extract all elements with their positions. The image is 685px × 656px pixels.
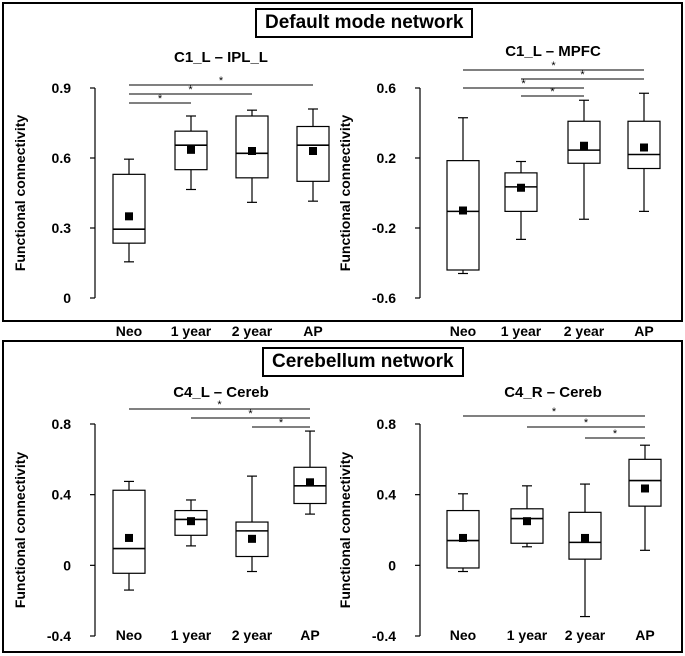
significance-marker: * [613, 428, 618, 440]
box-iqr [504, 172, 538, 212]
y-tick-label: 0.8 [52, 416, 72, 432]
category-label: 2 year [565, 627, 606, 643]
box-mean-marker [187, 145, 195, 154]
box-mean-marker [125, 533, 133, 542]
box-iqr [235, 115, 269, 179]
significance-marker: * [552, 406, 557, 418]
y-tick-label: 0.4 [377, 487, 397, 503]
y-tick-label: -0.4 [372, 628, 396, 644]
y-tick-label: 0.4 [52, 487, 72, 503]
category-label: AP [303, 323, 322, 339]
box-mean-marker [309, 147, 317, 155]
box-mean-marker [523, 517, 531, 526]
chart-title: C1_L – MPFC [505, 43, 601, 60]
y-axis-label: Functional connectivity [12, 115, 28, 272]
y-axis-label: Functional connectivity [337, 115, 353, 272]
category-label: 1 year [171, 627, 212, 643]
box-iqr [510, 508, 544, 544]
box-mean-marker [517, 183, 525, 192]
significance-marker: * [521, 78, 526, 90]
category-label: Neo [450, 627, 476, 643]
significance-marker: * [158, 93, 163, 105]
category-label: AP [635, 627, 654, 643]
y-axis-label: Functional connectivity [12, 452, 28, 609]
y-tick-label: -0.4 [47, 628, 71, 644]
y-axis-label: Functional connectivity [337, 452, 353, 609]
significance-marker: * [188, 84, 193, 96]
chart-title: C4_R – Cereb [504, 384, 602, 401]
chart-title: C4_L – Cereb [173, 384, 269, 401]
chart-title: C1_L – IPL_L [174, 49, 268, 66]
category-label: 1 year [171, 323, 212, 339]
box-mean-marker [641, 484, 649, 493]
y-tick-label: -0.6 [372, 290, 396, 306]
box-mean-marker [640, 143, 648, 152]
category-label: Neo [116, 323, 142, 339]
y-tick-label: 0 [388, 557, 396, 573]
significance-marker: * [580, 69, 585, 81]
category-label: 2 year [232, 323, 273, 339]
box-mean-marker [125, 212, 133, 221]
box-iqr [112, 489, 146, 574]
category-label: Neo [450, 323, 476, 339]
box-mean-marker [580, 141, 588, 150]
category-label: 2 year [232, 627, 273, 643]
significance-marker: * [584, 417, 589, 429]
category-label: 1 year [501, 323, 542, 339]
box-mean-marker [248, 147, 256, 155]
y-tick-label: 0.6 [377, 80, 397, 96]
significance-marker: * [219, 75, 224, 87]
y-tick-label: 0 [63, 557, 71, 573]
y-tick-label: 0.8 [377, 416, 397, 432]
y-tick-label: -0.2 [372, 220, 396, 236]
category-label: 2 year [564, 323, 605, 339]
significance-marker: * [550, 86, 555, 98]
cerebellum-network-title: Cerebellum network [262, 347, 464, 377]
box-mean-marker [187, 517, 195, 526]
y-tick-label: 0.3 [52, 220, 72, 236]
box-mean-marker [459, 533, 467, 542]
box-mean-marker [459, 206, 467, 215]
box-mean-marker [248, 534, 256, 543]
box-mean-marker [306, 478, 314, 487]
category-label: AP [300, 627, 319, 643]
category-label: 1 year [507, 627, 548, 643]
y-tick-label: 0.9 [52, 80, 72, 96]
box-iqr [446, 160, 480, 271]
box-iqr [112, 173, 146, 244]
box-mean-marker [581, 533, 589, 542]
significance-marker: * [551, 60, 556, 72]
significance-marker: * [217, 399, 222, 411]
y-tick-label: 0.2 [377, 150, 397, 166]
y-tick-label: 0.6 [52, 150, 72, 166]
box-iqr [628, 458, 662, 507]
significance-marker: * [279, 417, 284, 429]
category-label: AP [634, 323, 653, 339]
category-label: Neo [116, 627, 142, 643]
default-mode-network-title: Default mode network [255, 8, 474, 38]
cerebellum-network-panel [2, 340, 683, 653]
y-tick-label: 0 [63, 290, 71, 306]
significance-marker: * [248, 408, 253, 420]
default-mode-network-panel [2, 2, 683, 322]
